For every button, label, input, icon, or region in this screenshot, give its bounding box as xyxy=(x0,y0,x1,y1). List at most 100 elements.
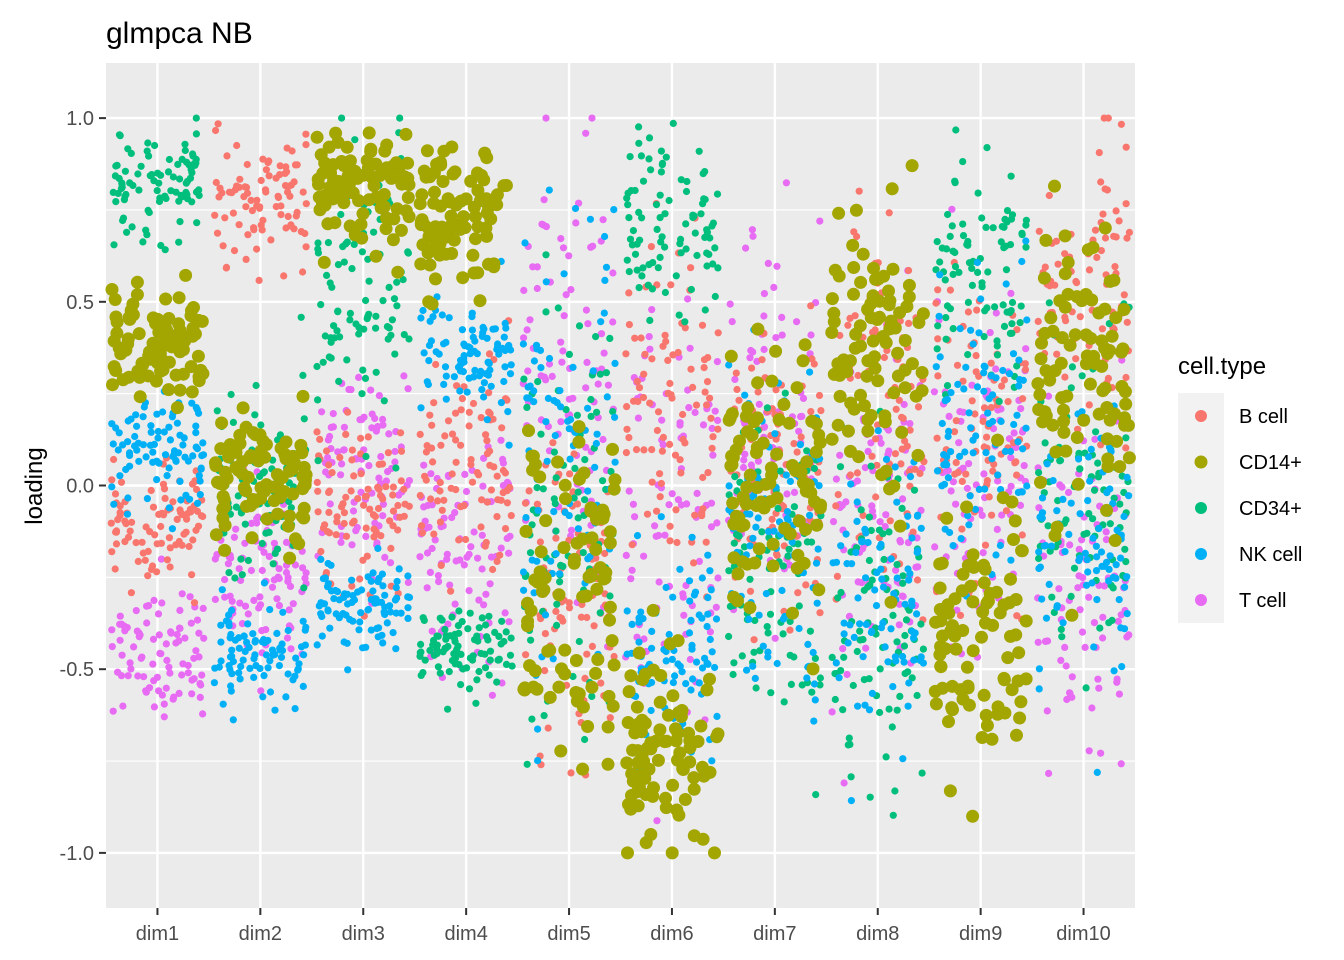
data-point xyxy=(739,463,748,472)
data-point xyxy=(338,114,346,122)
data-point xyxy=(166,669,174,677)
data-point xyxy=(284,577,292,586)
data-point xyxy=(417,314,425,322)
data-point xyxy=(484,371,492,379)
data-point xyxy=(420,461,428,469)
data-point xyxy=(1100,114,1108,122)
data-point xyxy=(502,628,510,636)
data-point xyxy=(808,495,821,508)
data-point xyxy=(590,582,604,596)
data-point xyxy=(111,490,120,498)
data-point xyxy=(541,630,550,638)
data-point xyxy=(342,177,356,191)
data-point xyxy=(879,583,888,591)
data-point xyxy=(1011,459,1019,467)
data-point xyxy=(653,225,661,233)
x-tick-label: dim8 xyxy=(856,923,899,945)
data-point xyxy=(229,209,237,217)
data-point xyxy=(177,496,185,504)
data-point xyxy=(247,566,255,575)
data-point xyxy=(906,426,914,434)
data-point xyxy=(445,668,453,676)
data-point xyxy=(581,496,589,504)
data-point xyxy=(362,532,370,541)
data-point xyxy=(456,556,464,564)
data-point xyxy=(565,599,573,607)
data-point xyxy=(711,292,719,301)
data-point xyxy=(324,454,332,462)
data-point xyxy=(151,141,159,150)
data-point xyxy=(479,482,487,490)
data-point xyxy=(968,264,976,272)
data-point xyxy=(326,500,334,508)
data-point xyxy=(194,522,203,530)
data-point xyxy=(389,491,397,499)
data-point xyxy=(362,296,370,305)
data-point xyxy=(367,386,375,394)
data-point xyxy=(904,702,912,710)
data-point xyxy=(938,482,946,490)
data-point xyxy=(1085,509,1093,518)
data-point xyxy=(274,436,282,444)
data-point xyxy=(318,408,326,416)
data-point xyxy=(344,666,352,674)
data-point xyxy=(659,801,673,815)
data-point xyxy=(687,782,701,796)
data-point xyxy=(361,374,370,382)
data-point xyxy=(654,408,663,416)
data-point xyxy=(749,348,757,356)
data-point xyxy=(786,606,799,620)
data-point xyxy=(1002,507,1011,515)
data-point xyxy=(395,491,403,499)
data-point xyxy=(173,419,181,427)
data-point xyxy=(190,599,199,607)
data-point xyxy=(765,374,779,388)
data-point xyxy=(577,466,591,480)
data-point xyxy=(812,583,826,597)
data-point xyxy=(236,401,250,415)
data-point xyxy=(827,367,841,381)
data-point xyxy=(1019,376,1027,384)
data-point xyxy=(971,410,979,418)
data-point xyxy=(551,500,559,508)
data-point xyxy=(458,395,466,403)
data-point xyxy=(332,175,346,188)
data-point xyxy=(703,249,711,257)
data-point xyxy=(660,734,674,748)
data-point xyxy=(423,584,431,592)
data-point xyxy=(539,514,553,528)
data-point xyxy=(1038,509,1047,517)
data-point xyxy=(576,700,590,714)
data-point xyxy=(714,264,722,272)
data-point xyxy=(782,179,791,187)
data-point xyxy=(936,258,944,266)
data-point xyxy=(1034,638,1042,646)
data-point xyxy=(377,188,391,201)
data-point xyxy=(497,436,505,444)
data-point xyxy=(356,168,370,182)
data-point xyxy=(672,808,686,822)
data-point xyxy=(814,545,822,553)
data-point xyxy=(981,541,990,549)
data-point xyxy=(559,562,567,571)
data-point xyxy=(404,249,412,257)
data-point xyxy=(336,453,344,461)
data-point xyxy=(1067,592,1075,601)
data-point xyxy=(1112,207,1120,215)
data-point xyxy=(391,350,399,358)
data-point xyxy=(372,368,380,376)
data-point xyxy=(520,586,528,594)
data-point xyxy=(729,443,743,457)
data-point xyxy=(486,647,495,655)
data-point xyxy=(565,350,574,358)
data-point xyxy=(385,430,393,438)
data-point xyxy=(1010,429,1018,437)
data-point xyxy=(505,618,513,626)
data-point xyxy=(582,306,591,314)
data-point xyxy=(724,349,738,363)
data-point xyxy=(827,315,841,329)
data-point xyxy=(299,617,307,625)
data-point xyxy=(417,671,425,680)
data-point xyxy=(357,609,365,617)
data-point xyxy=(604,381,613,389)
